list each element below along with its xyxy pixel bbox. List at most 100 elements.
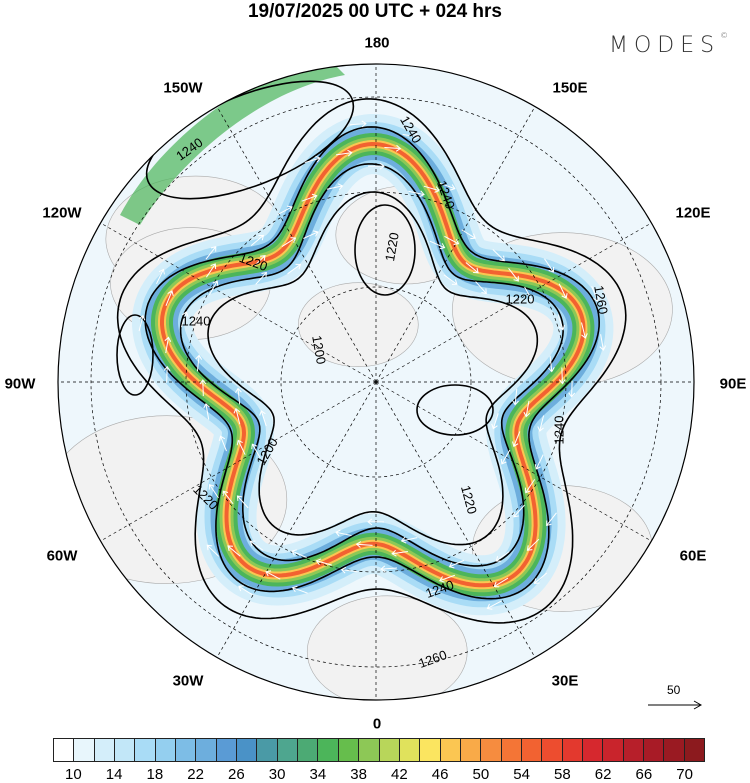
wind-arrow [443, 274, 458, 285]
colorbar-swatch [440, 739, 461, 761]
wind-arrow [349, 120, 367, 128]
wind-arrow [526, 538, 540, 551]
colorbar-label: 14 [105, 766, 123, 783]
logo-text: MODES [609, 33, 721, 58]
colorbar-swatch [603, 739, 624, 761]
colorbar-swatch [623, 739, 644, 761]
colorbar-swatch [399, 739, 421, 761]
wind-arrow [391, 549, 408, 557]
wind-arrow [303, 230, 319, 239]
longitude-label: 150E [552, 79, 588, 97]
meridian-line [375, 381, 542, 668]
wind-arrow [236, 495, 249, 509]
wind-arrow [512, 388, 519, 406]
longitude-label: 0 [372, 715, 382, 733]
longitude-label: 120E [675, 204, 711, 222]
wind-arrow [439, 574, 456, 583]
wind-arrow [281, 237, 297, 247]
colorbar-swatch [664, 739, 685, 761]
wind-arrow [513, 504, 525, 518]
contour-line [116, 314, 154, 396]
longitude-label: 120W [42, 204, 82, 222]
colorbar-swatch [94, 739, 116, 761]
wind-arrow [599, 334, 607, 351]
wind-arrow [236, 439, 246, 455]
wind-arrow [233, 407, 241, 425]
longitude-label: 60E [679, 547, 707, 565]
colorbar-label: 62 [594, 766, 612, 783]
wind-arrow [533, 572, 548, 584]
wind-arrow [423, 185, 441, 193]
colorbar-swatch [379, 739, 400, 761]
wind-arrow [291, 549, 307, 558]
wind-arrow [340, 566, 358, 574]
wind-arrow [400, 536, 418, 544]
wind-arrow [486, 600, 502, 610]
land-mass [297, 282, 419, 367]
wind-arrow [206, 544, 220, 557]
wind-arrow [493, 577, 509, 588]
copyright-mark: © [720, 31, 729, 40]
colorbar-label: 50 [472, 766, 490, 783]
wind-arrow [475, 281, 487, 295]
wind-arrow [255, 271, 267, 285]
wind-arrow [402, 132, 420, 140]
contour-label: 1240 [551, 416, 566, 445]
wind-arrow [557, 314, 566, 331]
meridian-line [375, 381, 662, 548]
wind-arrow [199, 379, 207, 397]
wind-arrow [253, 255, 266, 268]
wind-arrow [591, 286, 600, 302]
wind-arrow [205, 246, 217, 260]
map-border [57, 63, 695, 701]
wind-arrow [164, 336, 172, 354]
wind-arrow [427, 588, 444, 596]
longitude-label: 60W [46, 547, 78, 565]
wind-arrow [291, 585, 308, 594]
contour-label: 1220 [506, 291, 535, 306]
colorbar-swatch [684, 739, 704, 761]
wind-arrow [524, 479, 536, 494]
jet-band [120, 64, 345, 225]
colorbar-swatch [74, 739, 95, 761]
wind-arrow [508, 267, 519, 282]
wind-arrow [548, 355, 555, 373]
wind-arrow [558, 367, 566, 385]
wind-arrow [208, 483, 219, 499]
wind-arrow [156, 268, 165, 285]
colorbar-swatch [582, 739, 604, 761]
colorbar-label: 30 [268, 766, 286, 783]
wind-arrow [568, 380, 576, 398]
longitude-label: 90E [719, 375, 747, 393]
colorbar-swatch [338, 739, 360, 761]
wind-arrow [251, 443, 261, 459]
wind-arrow [367, 518, 384, 526]
wind-arrow [448, 559, 465, 569]
wind-arrow [138, 314, 146, 332]
wind-arrow [165, 290, 174, 306]
colorbar-swatch [196, 739, 217, 761]
wind-arrow [546, 512, 557, 527]
contour-line [207, 191, 539, 546]
wind-arrow [208, 280, 219, 296]
wind-arrow [335, 149, 353, 157]
wind-arrow [544, 258, 555, 273]
colorbar-swatch [277, 739, 299, 761]
contour-line [144, 126, 601, 600]
colorbar-swatch [562, 739, 583, 761]
colorbar-label: 42 [391, 766, 408, 783]
longitude-label: 30E [551, 672, 579, 690]
map-title: 19/07/2025 00 UTC + 024 hrs [247, 1, 503, 22]
wind-vectors [138, 120, 607, 610]
wind-arrow [205, 263, 217, 278]
wind-arrow [495, 551, 510, 562]
wind-arrow [439, 182, 456, 191]
colorbar-label: 70 [676, 766, 693, 783]
colorbar-swatch [115, 739, 136, 761]
wind-arrow [523, 400, 531, 418]
colorbar-swatch [318, 739, 339, 761]
wind-arrow [368, 162, 385, 170]
colorbar-label: 58 [554, 766, 571, 783]
contour-line [116, 98, 627, 624]
